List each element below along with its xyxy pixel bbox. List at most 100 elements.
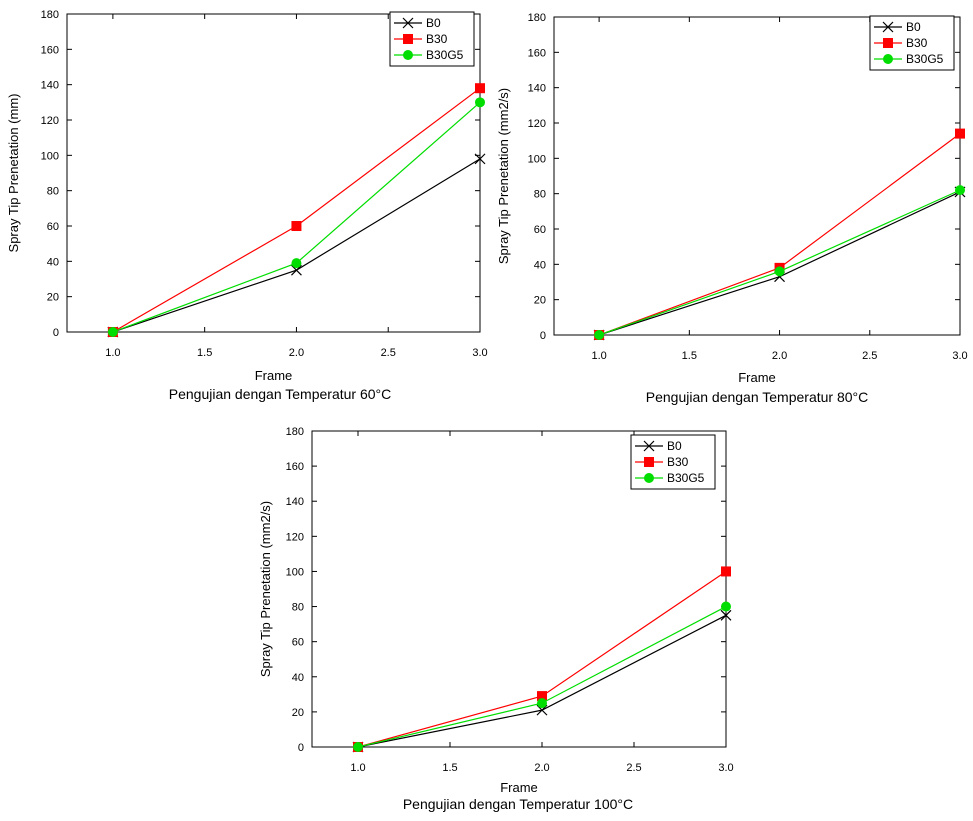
legend-marker-b0 xyxy=(882,21,894,33)
y-tick-label: 0 xyxy=(540,330,546,342)
x-tick-label: 1.0 xyxy=(105,347,120,359)
data-point-b0 xyxy=(474,153,486,165)
data-point-b30 xyxy=(475,83,485,94)
x-tick-label: 3.0 xyxy=(472,347,487,359)
legend-marker-b30 xyxy=(644,457,654,467)
series-line-b30 xyxy=(357,570,727,748)
y-tick-label: 40 xyxy=(292,672,304,684)
x-tick-label: 1.5 xyxy=(197,347,212,359)
data-point-b30g5 xyxy=(107,327,118,337)
chart-panel-100c: 0 20 40 60 80 100 120 140 160 180 1.0 1.5 2.0 2.5 3.0 S… xyxy=(258,426,734,812)
y-tick-label: 80 xyxy=(534,189,546,201)
data-point-b30 xyxy=(291,221,302,231)
x-tick-label: 1.5 xyxy=(442,762,457,774)
y-tick-label: 40 xyxy=(534,259,546,271)
x-tick-label: 2.5 xyxy=(381,347,396,359)
y-tick-label: 120 xyxy=(286,531,304,543)
legend: B0 B30 B30G5 xyxy=(389,11,475,67)
plot-frame xyxy=(553,16,961,336)
data-point-b0 xyxy=(720,609,732,621)
y-axis-label: Spray Tip Prenetation (mm) xyxy=(6,94,21,253)
series-line-b30 xyxy=(598,133,961,336)
legend-marker-b0 xyxy=(402,17,414,29)
legend-label-b30g5: B30G5 xyxy=(667,471,705,485)
data-point-b30 xyxy=(537,691,547,702)
x-axis-label: Frame xyxy=(738,370,776,385)
legend-label-b0: B0 xyxy=(426,16,441,30)
legend-marker-b30g5 xyxy=(644,473,654,483)
y-tick-label: 80 xyxy=(47,186,59,198)
y-axis-label: Spray Tip Prenetation (mm2/s) xyxy=(258,501,273,677)
x-tick-label: 2.0 xyxy=(772,350,787,362)
chart-panel-60c: 0 20 40 60 80 100 120 140 160 180 1.0 1.5 2.0 2.5 3.0 S… xyxy=(6,9,488,402)
series-line-b30g5 xyxy=(598,189,961,336)
x-tick-label: 1.0 xyxy=(350,762,365,774)
x-tick-label: 2.0 xyxy=(289,347,304,359)
y-tick-label: 180 xyxy=(286,426,304,438)
y-tick-label: 20 xyxy=(47,292,59,304)
series-line-b0 xyxy=(112,158,481,333)
x-tick-label: 3.0 xyxy=(718,762,733,774)
y-tick-label: 120 xyxy=(528,118,546,130)
legend-label-b0: B0 xyxy=(906,20,921,34)
y-tick-label: 160 xyxy=(528,47,546,59)
data-point-b30 xyxy=(955,128,965,139)
x-tick-label: 1.5 xyxy=(682,350,697,362)
y-tick-label: 100 xyxy=(286,566,304,578)
chart-panel-80c: 0 20 40 60 80 100 120 140 160 180 1.0 1.5 2.0 2.5 3.0 S… xyxy=(496,12,968,405)
y-tick-label: 40 xyxy=(47,256,59,268)
y-tick-label: 180 xyxy=(41,9,59,21)
data-point-b30g5 xyxy=(774,266,785,277)
data-point-b30 xyxy=(721,566,731,577)
legend: B0 B30 B30G5 xyxy=(869,15,955,71)
x-tick-label: 2.5 xyxy=(626,762,641,774)
legend-label-b0: B0 xyxy=(667,439,682,453)
legend-label-b30g5: B30G5 xyxy=(426,48,464,62)
legend-marker-b30g5 xyxy=(883,54,893,64)
plot-frame xyxy=(311,430,727,748)
legend: B0 B30 B30G5 xyxy=(630,434,716,490)
y-tick-label: 140 xyxy=(41,80,59,92)
legend-marker-b30 xyxy=(403,34,413,44)
legend-label-b30: B30 xyxy=(906,36,928,50)
y-tick-label: 120 xyxy=(41,115,59,127)
y-tick-label: 140 xyxy=(286,496,304,508)
data-point-b30g5 xyxy=(721,601,731,612)
legend-marker-b0 xyxy=(643,440,655,452)
data-point-b30g5 xyxy=(955,185,965,196)
data-point-b30g5 xyxy=(353,742,363,752)
plot-frame xyxy=(66,13,481,333)
legend-label-b30: B30 xyxy=(426,32,448,46)
x-tick-label: 3.0 xyxy=(952,350,967,362)
y-tick-label: 160 xyxy=(286,461,304,473)
legend-marker-b30g5 xyxy=(403,50,413,60)
chart-caption: Pengujian dengan Temperatur 80°C xyxy=(646,389,869,405)
data-point-b30g5 xyxy=(291,258,302,269)
x-axis-label: Frame xyxy=(255,368,293,383)
data-point-b0 xyxy=(291,264,302,276)
y-tick-label: 60 xyxy=(534,224,546,236)
y-tick-label: 140 xyxy=(528,83,546,95)
series-line-b30g5 xyxy=(112,101,481,333)
y-tick-label: 160 xyxy=(41,44,59,56)
y-tick-label: 100 xyxy=(41,150,59,162)
y-tick-label: 0 xyxy=(53,327,59,339)
data-point-b30g5 xyxy=(594,330,605,340)
chart-caption: Pengujian dengan Temperatur 100°C xyxy=(403,796,633,812)
series-line-b30 xyxy=(112,87,481,333)
chart-caption: Pengujian dengan Temperatur 60°C xyxy=(169,386,392,402)
data-point-b30g5 xyxy=(537,698,547,709)
legend-label-b30: B30 xyxy=(667,455,689,469)
y-tick-label: 0 xyxy=(298,742,304,754)
y-tick-label: 60 xyxy=(292,637,304,649)
y-axis-label: Spray Tip Prenetation (mm2/s) xyxy=(496,88,511,264)
y-tick-label: 180 xyxy=(528,12,546,24)
y-tick-label: 100 xyxy=(528,153,546,165)
y-tick-label: 20 xyxy=(292,707,304,719)
legend-label-b30g5: B30G5 xyxy=(906,52,944,66)
y-tick-label: 60 xyxy=(47,221,59,233)
y-tick-label: 20 xyxy=(534,295,546,307)
legend-marker-b30 xyxy=(883,38,893,48)
data-point-b30g5 xyxy=(475,97,485,108)
